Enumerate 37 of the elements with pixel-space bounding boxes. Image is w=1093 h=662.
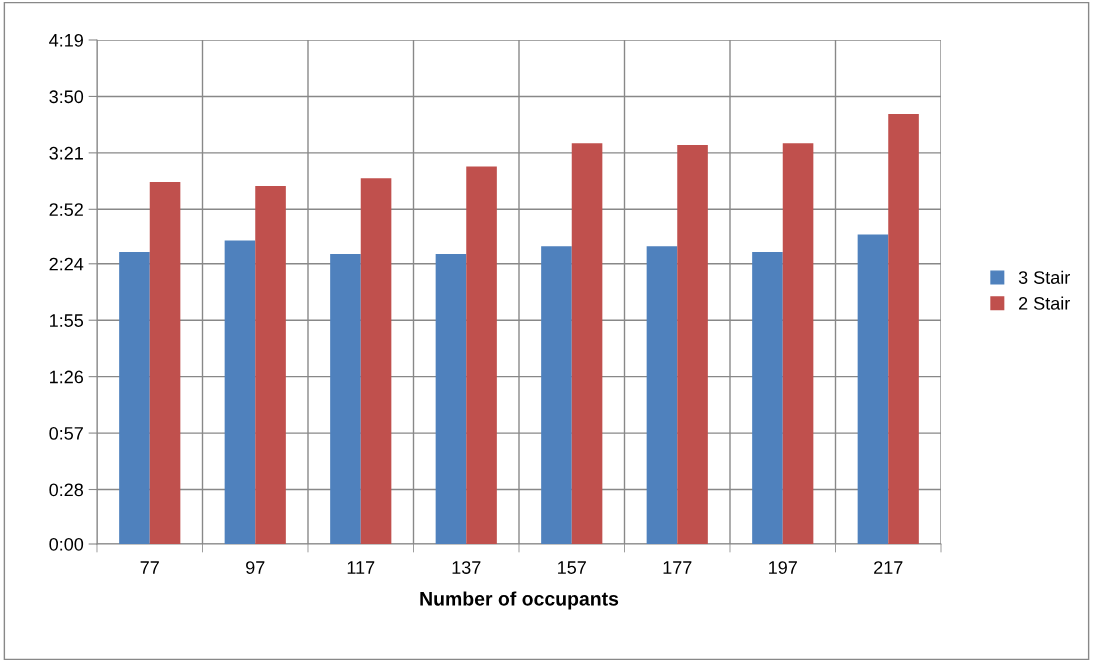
y-tick-label: 1:26 — [50, 370, 84, 384]
y-tick-label: 2:24 — [49, 257, 84, 271]
x-tick-label: 77 — [140, 561, 159, 574]
y-tick-label: 3:21 — [49, 146, 83, 160]
bar — [435, 254, 467, 544]
x-axis-title: Number of occupants — [420, 591, 619, 610]
bar — [752, 252, 783, 544]
x-tick-label: 117 — [347, 561, 375, 574]
y-tick-label: 2:52 — [49, 203, 83, 217]
x-tick-label: 177 — [663, 561, 692, 574]
bar — [541, 246, 572, 544]
y-tick-label: 4:19 — [49, 33, 83, 47]
y-tick-label: 0:00 — [49, 537, 84, 551]
bar — [466, 166, 497, 544]
bar — [360, 178, 392, 544]
bar — [782, 143, 814, 544]
bar — [888, 113, 919, 544]
legend-label: 3 Stair — [1018, 270, 1070, 284]
bar — [571, 143, 603, 544]
x-tick-label: 197 — [769, 561, 797, 574]
x-tick-label: 97 — [246, 561, 265, 574]
y-tick-label: 1:55 — [50, 314, 84, 327]
bar — [255, 185, 286, 544]
bar — [119, 252, 150, 544]
legend-label: 2 Stair — [1019, 296, 1070, 310]
bar — [224, 240, 256, 544]
bar — [677, 145, 708, 544]
bar — [857, 234, 889, 544]
x-tick-label: 157 — [558, 561, 586, 574]
x-tick-label: 137 — [452, 561, 481, 574]
y-tick-label: 0:28 — [49, 483, 84, 497]
y-tick-label: 0:57 — [49, 427, 83, 440]
x-tick-label: 217 — [874, 561, 903, 574]
bar — [646, 246, 678, 544]
bar — [330, 254, 361, 544]
y-tick-label: 3:50 — [49, 90, 84, 104]
bar — [149, 182, 181, 544]
